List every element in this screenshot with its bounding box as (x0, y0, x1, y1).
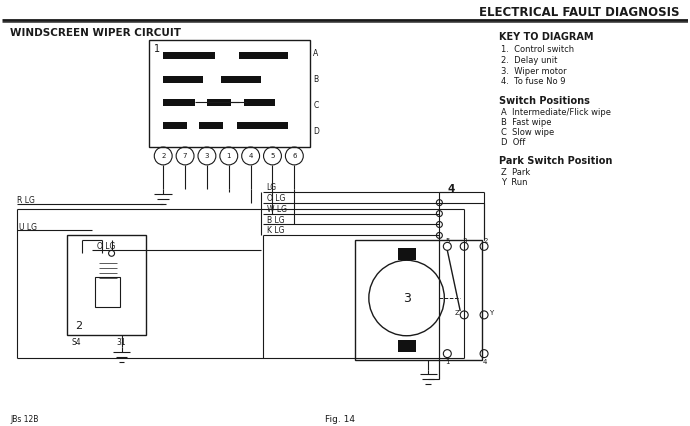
Text: Park Switch Position: Park Switch Position (499, 156, 612, 166)
Text: 7: 7 (183, 153, 187, 159)
Text: WINDSCREEN WIPER CIRCUIT: WINDSCREEN WIPER CIRCUIT (10, 28, 181, 38)
Bar (397, 248, 415, 260)
Bar (237, 122, 288, 129)
Text: ELECTRICAL FAULT DIAGNOSIS: ELECTRICAL FAULT DIAGNOSIS (480, 6, 680, 19)
Text: D  Off: D Off (501, 138, 525, 147)
Text: K LG: K LG (266, 227, 284, 236)
Bar (164, 122, 187, 129)
Bar (199, 122, 223, 129)
Text: O LG: O LG (97, 242, 115, 251)
Text: R LG: R LG (17, 196, 35, 204)
Circle shape (369, 260, 444, 336)
Text: S4: S4 (72, 338, 81, 347)
Text: B  Fast wipe: B Fast wipe (501, 118, 551, 127)
Bar (221, 77, 261, 83)
Text: 1: 1 (445, 359, 450, 365)
Text: Y  Run: Y Run (501, 178, 527, 187)
Text: 1: 1 (155, 44, 160, 54)
Text: LG: LG (266, 183, 277, 192)
Text: 3: 3 (205, 153, 209, 159)
Bar (355, 240, 482, 360)
Text: A: A (313, 49, 319, 58)
Text: B: B (313, 75, 318, 84)
Text: Y: Y (489, 310, 493, 316)
Text: D: D (313, 127, 319, 135)
Bar (67, 236, 146, 335)
Text: 4: 4 (447, 184, 455, 194)
Text: 2.  Delay unit: 2. Delay unit (501, 56, 558, 65)
Text: C: C (313, 101, 319, 110)
Text: A  Intermediate/Flick wipe: A Intermediate/Flick wipe (501, 108, 611, 117)
Bar (397, 340, 415, 351)
Text: KEY TO DIAGRAM: KEY TO DIAGRAM (499, 32, 593, 42)
Text: 6: 6 (292, 153, 297, 159)
Text: W LG: W LG (266, 204, 286, 213)
Text: U LG: U LG (19, 222, 37, 231)
Text: 3.  Wiper motor: 3. Wiper motor (501, 66, 566, 75)
Text: 2: 2 (161, 153, 166, 159)
Text: JBs 12B: JBs 12B (10, 415, 39, 424)
Text: 2: 2 (75, 321, 82, 331)
Bar (164, 52, 215, 59)
Bar (95, 277, 119, 307)
Text: 1.  Control switch: 1. Control switch (501, 45, 574, 54)
Text: B LG: B LG (266, 216, 284, 225)
Text: Fig. 14: Fig. 14 (325, 415, 355, 424)
Text: 5: 5 (445, 239, 450, 245)
Bar (239, 52, 288, 59)
Text: 4: 4 (483, 359, 487, 365)
Text: Switch Positions: Switch Positions (499, 96, 590, 106)
Text: 2: 2 (483, 239, 487, 245)
Text: 3: 3 (462, 239, 466, 245)
Text: O LG: O LG (266, 194, 285, 203)
Text: Z  Park: Z Park (501, 168, 530, 177)
Text: 5: 5 (270, 153, 275, 159)
Text: 1: 1 (226, 153, 231, 159)
Bar (164, 77, 203, 83)
Bar (244, 99, 275, 106)
Text: Z: Z (454, 310, 459, 316)
Text: 4.  To fuse No 9: 4. To fuse No 9 (501, 78, 565, 86)
Text: 4: 4 (248, 153, 253, 159)
Bar (164, 99, 195, 106)
Bar (207, 99, 230, 106)
Text: C  Slow wipe: C Slow wipe (501, 128, 554, 137)
Text: 3: 3 (403, 291, 411, 305)
Bar (149, 40, 310, 147)
Text: 31: 31 (117, 338, 126, 347)
